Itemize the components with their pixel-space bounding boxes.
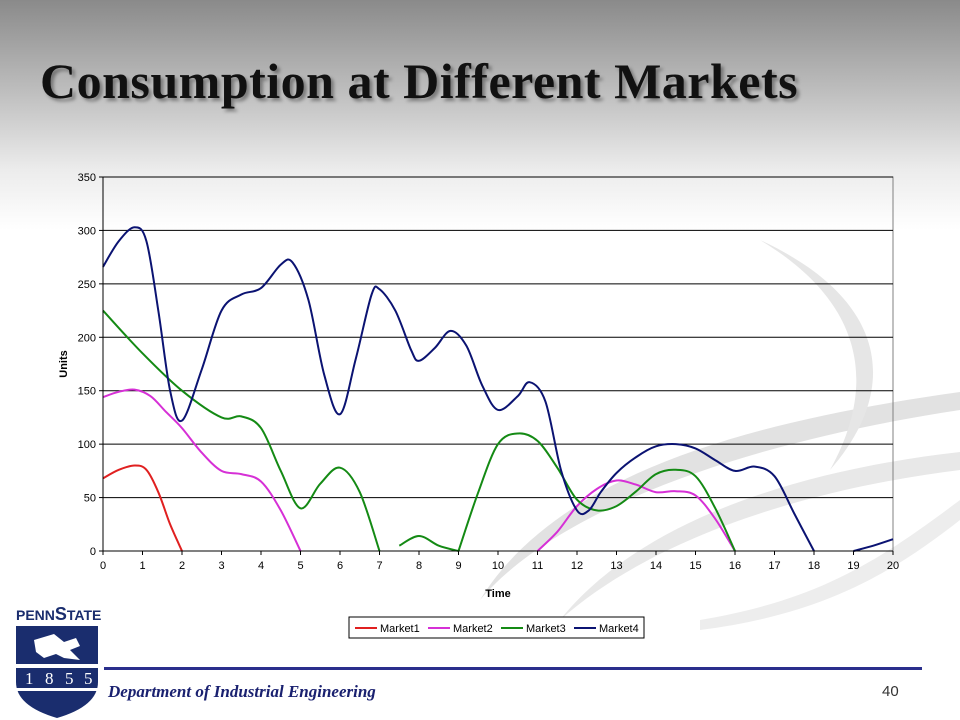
y-tick-label: 100 xyxy=(78,439,96,451)
page-number: 40 xyxy=(882,683,899,700)
logo-year-digit-1: 1 xyxy=(25,669,34,688)
legend-label-market1: Market1 xyxy=(380,623,420,635)
plot-area xyxy=(102,176,894,552)
legend-label-market4: Market4 xyxy=(599,623,639,635)
x-tick-label: 3 xyxy=(218,560,224,572)
legend-items: Market1 Market2 Market3 Market4 xyxy=(355,623,639,635)
series-market3 xyxy=(102,309,736,552)
x-tick-label: 10 xyxy=(492,560,504,572)
x-tick-label: 2 xyxy=(179,560,185,572)
y-tick-label: 250 xyxy=(78,279,96,291)
y-tick-label: 200 xyxy=(78,332,96,344)
logo-year-digit-2: 8 xyxy=(45,669,54,688)
x-tick-label: 13 xyxy=(610,560,622,572)
x-tick-label: 1 xyxy=(139,560,145,572)
x-tick-label: 16 xyxy=(729,560,741,572)
series-lines xyxy=(102,226,894,552)
series-line-market2 xyxy=(102,388,302,552)
series-market2 xyxy=(102,388,736,552)
series-line-market3 xyxy=(457,432,736,552)
x-tick-label: 17 xyxy=(768,560,780,572)
x-tick-label: 0 xyxy=(100,560,106,572)
logo-name-suffix: TATE xyxy=(66,607,102,623)
gridlines xyxy=(103,176,893,499)
y-tick-label: 0 xyxy=(90,546,96,558)
x-tick-label: 11 xyxy=(532,560,543,572)
x-axis-label: Time xyxy=(485,588,510,600)
logo-year-digit-4: 5 xyxy=(84,669,93,688)
y-tick-label: 50 xyxy=(84,493,96,505)
y-axis-ticks: 0 50 100 150 200 250 300 350 xyxy=(78,172,103,558)
department-name: Department of Industrial Engineering xyxy=(108,682,376,701)
logo-name-big: S xyxy=(54,604,67,624)
footer-divider xyxy=(104,667,922,670)
y-tick-label: 300 xyxy=(78,225,96,237)
legend-label-market3: Market3 xyxy=(526,623,566,635)
series-line-market2 xyxy=(536,479,736,552)
x-tick-label: 20 xyxy=(887,560,899,572)
x-tick-label: 6 xyxy=(337,560,343,572)
legend-label-market2: Market2 xyxy=(453,623,493,635)
series-line-market3 xyxy=(398,535,459,552)
slide-title: Consumption at Different Markets xyxy=(40,53,799,109)
series-line-market3 xyxy=(102,309,381,552)
logo-year-digit-3: 5 xyxy=(65,669,74,688)
x-tick-label: 12 xyxy=(571,560,583,572)
x-tick-label: 7 xyxy=(376,560,382,572)
x-axis-ticks: 0 1 2 3 4 5 6 7 8 9 10 11 12 13 14 15 16 17 18 19 20 xyxy=(100,551,899,572)
legend: Market1 Market2 Market3 Market4 xyxy=(348,616,645,639)
y-tick-label: 350 xyxy=(78,172,96,184)
series-market4 xyxy=(102,226,894,552)
x-tick-label: 5 xyxy=(297,560,303,572)
series-line-market4 xyxy=(853,538,894,552)
x-tick-label: 9 xyxy=(455,560,461,572)
x-tick-label: 4 xyxy=(258,560,264,572)
x-tick-label: 14 xyxy=(650,560,662,572)
x-tick-label: 8 xyxy=(416,560,422,572)
logo-name-prefix: PENN xyxy=(16,607,55,623)
x-tick-label: 19 xyxy=(847,560,859,572)
legend-box xyxy=(348,616,645,639)
series-line-market4 xyxy=(102,226,815,552)
pennstate-shield-logo: 1 8 5 5 xyxy=(16,626,98,718)
y-tick-label: 150 xyxy=(78,386,96,398)
nittany-lion-mark xyxy=(34,634,80,660)
series-market1 xyxy=(102,464,183,552)
x-tick-label: 15 xyxy=(689,560,701,572)
pennstate-wordmark: PENNSTATE xyxy=(16,604,101,625)
x-tick-label: 18 xyxy=(808,560,820,572)
series-line-market1 xyxy=(102,464,183,552)
y-axis-label: Units xyxy=(58,350,70,378)
